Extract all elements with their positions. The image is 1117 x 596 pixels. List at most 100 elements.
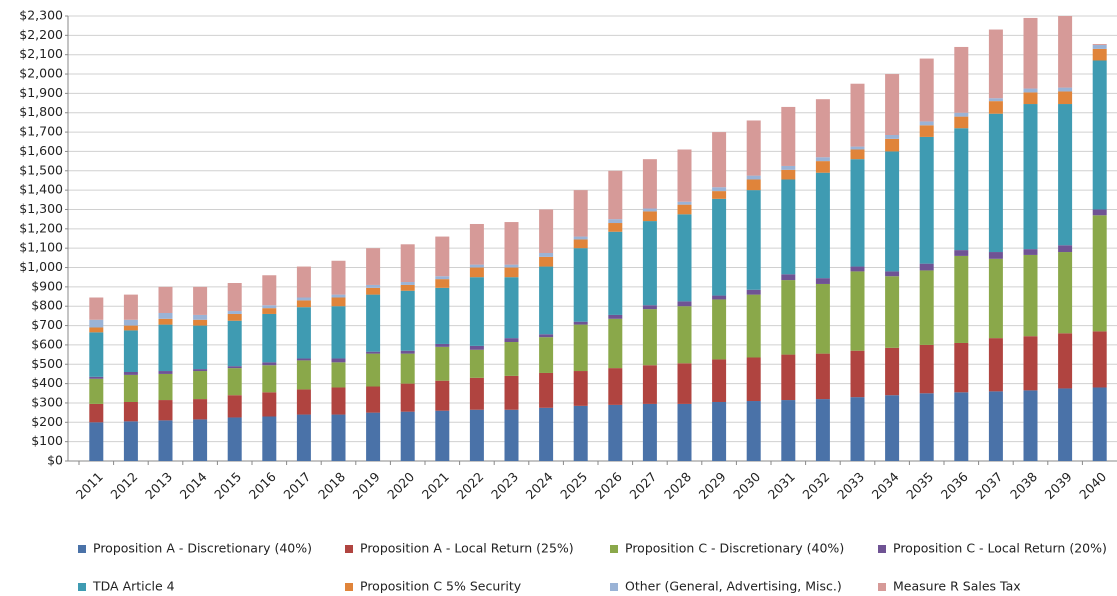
bar-segment	[746, 120, 761, 176]
bar-segment	[227, 320, 242, 367]
bar-segment	[296, 297, 311, 301]
bar-segment	[296, 360, 311, 390]
bar-segment	[919, 136, 934, 264]
bar-segment	[677, 301, 692, 307]
bar-segment	[123, 319, 138, 326]
bar-segment	[919, 125, 934, 137]
bar-segment	[158, 420, 173, 461]
bar-segment	[1092, 331, 1107, 388]
bar-segment	[89, 297, 104, 320]
legend-label: Proposition C 5% Security	[360, 579, 522, 594]
x-tick-label: 2039	[1042, 469, 1075, 502]
bar-segment	[366, 353, 381, 387]
bar-segment	[193, 371, 208, 400]
bar-segment	[746, 175, 761, 180]
bar-segment	[642, 211, 657, 222]
bar-segment	[573, 371, 588, 406]
bar-segment	[469, 223, 484, 265]
x-tick-label: 2013	[142, 469, 175, 502]
bar-segment	[885, 134, 900, 139]
bar-segment	[954, 46, 969, 113]
bar-segment	[435, 343, 450, 347]
bar-segment	[504, 375, 519, 410]
bar-segment	[469, 267, 484, 278]
bar-segment	[642, 305, 657, 310]
bar-segment	[815, 172, 830, 279]
bar-segment	[608, 219, 623, 224]
bar-segment	[400, 290, 415, 351]
bar-segment	[539, 372, 554, 408]
bar-segment	[815, 278, 830, 284]
x-tick-label: 2027	[626, 469, 659, 502]
bar-segment	[781, 106, 796, 166]
bar-segment	[677, 201, 692, 205]
bar-segment	[988, 101, 1003, 114]
bar-segment	[227, 368, 242, 396]
y-tick-label: $1,000	[19, 259, 63, 274]
legend-swatch	[878, 545, 886, 553]
bar-segment	[988, 98, 1003, 102]
bar-segment	[504, 264, 519, 268]
legend-swatch	[78, 545, 86, 553]
bar-segment	[781, 280, 796, 355]
bar-segment	[227, 395, 242, 418]
bar-segment	[262, 362, 277, 366]
bar-segment	[1058, 388, 1073, 461]
bar-segment	[1023, 104, 1038, 250]
bar-segment	[1023, 249, 1038, 255]
bar-segment	[331, 294, 346, 298]
bar-segment	[781, 179, 796, 275]
bar-segment	[954, 342, 969, 393]
bar-segment	[746, 401, 761, 461]
bar-segment	[781, 354, 796, 401]
x-tick-label: 2038	[1007, 469, 1040, 502]
y-tick-label: $1,700	[19, 124, 63, 139]
bar-segment	[677, 149, 692, 202]
bar-segment	[608, 404, 623, 461]
bar-segment	[850, 266, 865, 272]
x-tick-label: 2024	[523, 469, 556, 502]
bar-segment	[123, 294, 138, 320]
bar-segment	[988, 338, 1003, 392]
bar-segment	[331, 358, 346, 363]
bar-segment	[158, 318, 173, 325]
bar-segment	[123, 421, 138, 461]
bar-segment	[262, 305, 277, 309]
y-tick-label: $2,000	[19, 66, 63, 81]
bar-segment	[677, 403, 692, 461]
bar-segment	[1058, 245, 1073, 253]
y-tick-label: $1,900	[19, 85, 63, 100]
bar-segment	[573, 248, 588, 322]
x-tick-label: 2030	[730, 469, 763, 502]
bar-segment	[712, 132, 727, 188]
bar-segment	[712, 401, 727, 461]
bar-segment	[746, 179, 761, 191]
bar-segment	[1058, 91, 1073, 105]
bar-segment	[746, 289, 761, 295]
bar-segment	[712, 359, 727, 402]
x-tick-label: 2016	[246, 469, 279, 502]
y-tick-label: $1,200	[19, 220, 63, 235]
legend-label: Proposition C - Discretionary (40%)	[625, 541, 844, 556]
bar-segment	[400, 282, 415, 285]
bar-segment	[469, 349, 484, 378]
bar-segment	[954, 392, 969, 461]
bar-segment	[539, 209, 554, 254]
bar-segment	[954, 116, 969, 129]
bar-segment	[1058, 104, 1073, 246]
x-tick-label: 2028	[661, 469, 694, 502]
bar-segment	[469, 345, 484, 350]
bar-segment	[573, 239, 588, 249]
bar-segment	[954, 250, 969, 256]
legend-swatch	[610, 545, 618, 553]
y-tick-label: $700	[31, 317, 63, 332]
bar-segment	[262, 416, 277, 461]
y-tick-label: $1,100	[19, 240, 63, 255]
bar-segment	[227, 311, 242, 314]
bar-segment	[573, 236, 588, 240]
bar-segment	[781, 274, 796, 281]
bar-segment	[227, 366, 242, 369]
bar-segment	[885, 347, 900, 396]
bar-segment	[608, 368, 623, 405]
